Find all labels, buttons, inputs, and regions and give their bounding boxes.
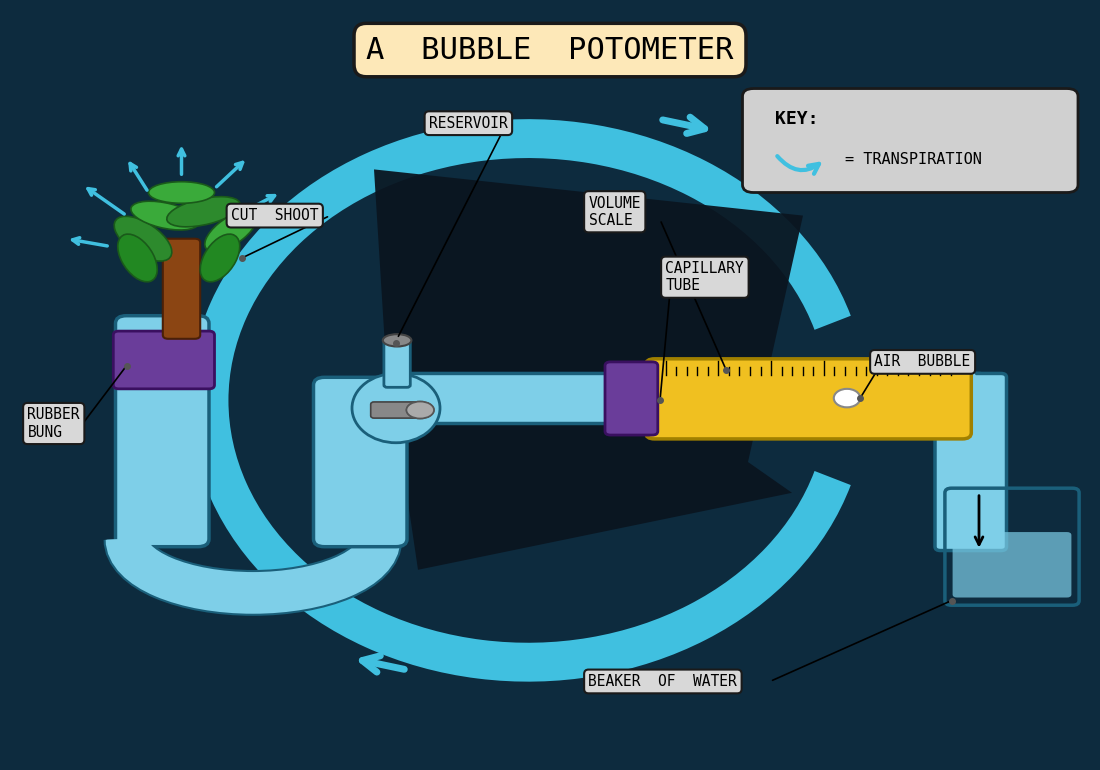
FancyBboxPatch shape bbox=[935, 373, 1006, 551]
Circle shape bbox=[834, 389, 860, 407]
Text: A  BUBBLE  POTOMETER: A BUBBLE POTOMETER bbox=[366, 35, 734, 65]
Text: CUT  SHOOT: CUT SHOOT bbox=[231, 208, 319, 223]
FancyBboxPatch shape bbox=[113, 331, 214, 389]
Text: AIR  BUBBLE: AIR BUBBLE bbox=[874, 354, 970, 370]
Text: RUBBER
BUNG: RUBBER BUNG bbox=[28, 407, 80, 440]
Ellipse shape bbox=[114, 216, 172, 261]
Ellipse shape bbox=[407, 402, 433, 419]
FancyBboxPatch shape bbox=[402, 373, 984, 424]
Ellipse shape bbox=[118, 234, 157, 282]
Polygon shape bbox=[374, 169, 803, 570]
Ellipse shape bbox=[167, 196, 240, 227]
Ellipse shape bbox=[352, 373, 440, 443]
FancyBboxPatch shape bbox=[384, 340, 410, 387]
Ellipse shape bbox=[205, 210, 257, 252]
FancyBboxPatch shape bbox=[953, 532, 1071, 598]
FancyBboxPatch shape bbox=[742, 89, 1078, 192]
Text: CAPILLARY
TUBE: CAPILLARY TUBE bbox=[666, 261, 745, 293]
Text: KEY:: KEY: bbox=[776, 110, 820, 129]
Text: VOLUME
SCALE: VOLUME SCALE bbox=[588, 196, 641, 228]
Ellipse shape bbox=[131, 201, 199, 230]
Ellipse shape bbox=[148, 182, 214, 203]
FancyBboxPatch shape bbox=[605, 362, 658, 435]
FancyBboxPatch shape bbox=[163, 239, 200, 339]
FancyBboxPatch shape bbox=[646, 359, 971, 439]
Ellipse shape bbox=[383, 334, 411, 346]
FancyBboxPatch shape bbox=[116, 316, 209, 547]
Text: BEAKER  OF  WATER: BEAKER OF WATER bbox=[588, 674, 737, 689]
Ellipse shape bbox=[407, 402, 433, 419]
Text: RESERVOIR: RESERVOIR bbox=[429, 116, 508, 131]
FancyBboxPatch shape bbox=[371, 402, 421, 418]
Text: = TRANSPIRATION: = TRANSPIRATION bbox=[845, 152, 981, 167]
Ellipse shape bbox=[200, 234, 240, 282]
FancyBboxPatch shape bbox=[314, 377, 407, 547]
